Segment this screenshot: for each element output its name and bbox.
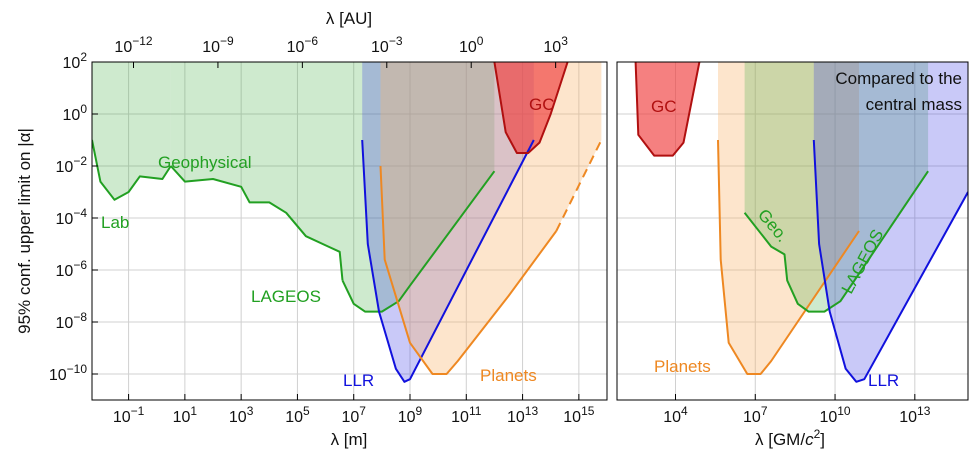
y-tick-label: 102 [63, 50, 88, 72]
x-top-tick-label: 100 [459, 34, 484, 56]
y-tick-label: 10−8 [56, 310, 88, 332]
x-top-tick-label: 10−12 [114, 34, 152, 56]
curve-planets [379, 165, 558, 375]
note-line-2: central mass [866, 95, 962, 114]
x-axis-label-right-post: ] [820, 430, 825, 449]
x-top-tick-label: 10−6 [287, 34, 319, 56]
x-axis-label-right-pre: λ [GM/ [755, 430, 805, 449]
label-gc: GC [529, 95, 555, 114]
y-axis-label: 95% conf. upper limit on |α| [15, 128, 34, 334]
x-top-tick-label: 10−3 [371, 34, 403, 56]
x-tick-label: 109 [398, 404, 423, 426]
x-axis-label-right: λ [GM/c2] [755, 427, 825, 449]
curve-planets [717, 139, 860, 375]
x-top-tick-label: 10−9 [202, 34, 234, 56]
note-line-1: Compared to the [835, 69, 962, 88]
left-lines [92, 62, 603, 383]
x-tick-label: 107 [743, 404, 768, 426]
fill-gc [635, 62, 700, 156]
left-fills [92, 62, 602, 382]
fill-geophysical [170, 62, 343, 281]
right-ticks: 104 107 1010 1013 [663, 394, 931, 426]
curve-planets-extrapolated [555, 139, 603, 232]
fill-lab [92, 62, 171, 200]
label-lab: Lab [101, 213, 129, 232]
curve-gc [634, 62, 701, 157]
x-tick-label: 104 [663, 404, 688, 426]
right-fills [635, 62, 968, 382]
x-top-tick-label: 103 [543, 34, 568, 56]
x-tick-label: 1013 [507, 404, 538, 426]
fill-llr [813, 62, 968, 382]
curve-lab [92, 139, 172, 201]
fill-geo [744, 62, 929, 312]
right-frame [616, 61, 969, 401]
right-lines [634, 62, 968, 383]
x-tick-label: 107 [341, 404, 366, 426]
curve-gc [493, 62, 569, 154]
label-lageos: LAGEOS [251, 287, 321, 306]
label-llr: LLR [343, 371, 374, 390]
label-gc-right: GC [651, 97, 677, 116]
curve-lageos [341, 170, 496, 313]
left-ticks: 10−1 101 103 105 107 109 1011 1013 1015 102 100 10−… [49, 34, 595, 426]
x-tick-label: 1011 [451, 404, 482, 426]
x-top-axis-label: λ [AU] [326, 9, 372, 28]
x-tick-label: 1013 [899, 404, 930, 426]
y-tick-label: 10−4 [56, 206, 88, 228]
y-tick-label: 10−2 [56, 154, 88, 176]
curve-geo [743, 170, 929, 313]
fill-planets [718, 62, 859, 374]
curve-llr [812, 139, 968, 383]
x-axis-label-right-c: c [805, 430, 814, 449]
y-tick-label: 10−6 [56, 258, 88, 280]
left-panel: 10−1 101 103 105 107 109 1011 1013 1015 102 100 10−… [15, 9, 608, 449]
label-planets: Planets [480, 366, 537, 385]
x-axis-label: λ [m] [331, 430, 368, 449]
right-grid [617, 62, 968, 400]
x-tick-label: 101 [173, 404, 198, 426]
label-planets-right: Planets [654, 357, 711, 376]
fill-lageos [342, 62, 495, 312]
fill-gc [494, 62, 568, 153]
left-frame [91, 61, 608, 401]
x-axis-label-right-sup: 2 [814, 427, 821, 441]
curve-llr [361, 139, 535, 383]
x-tick-label: 103 [229, 404, 254, 426]
right-panel: 104 107 1010 1013 GC Planets Geo. LAGEOS LL… [616, 61, 969, 449]
y-tick-label: 100 [63, 102, 88, 124]
label-geophysical: Geophysical [158, 153, 252, 172]
x-tick-label: 105 [285, 404, 310, 426]
curve-geophysical [170, 165, 344, 281]
x-tick-label: 10−1 [113, 404, 145, 426]
fill-planets [380, 62, 602, 374]
label-llr-right: LLR [868, 371, 899, 390]
y-tick-label: 10−10 [49, 362, 87, 384]
x-tick-label: 1015 [563, 404, 594, 426]
x-tick-label: 1010 [819, 404, 850, 426]
fill-llr [362, 62, 534, 382]
